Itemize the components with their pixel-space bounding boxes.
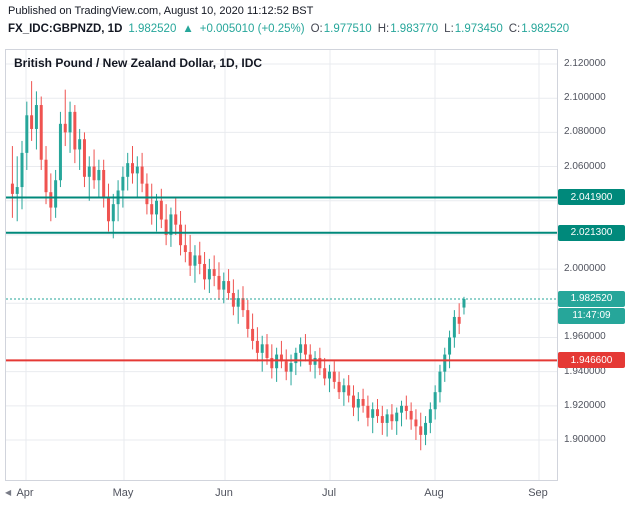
time-axis[interactable]: ◀ Apr May Jun Jul Aug Sep — [5, 481, 558, 511]
level-lines — [6, 196, 557, 362]
price-tick-label: 1.960000 — [564, 331, 606, 343]
low-value-pair: L: 1.973450 — [444, 23, 503, 35]
close-label: C: — [508, 23, 521, 35]
candlestick-chart[interactable] — [6, 50, 557, 480]
chart-legend: British Pound / New Zealand Dollar, 1D, … — [14, 56, 263, 70]
time-axis-month-label: Jun — [215, 487, 233, 499]
scroll-left-icon[interactable]: ◀ — [5, 488, 12, 497]
open-value: 1.977510 — [323, 23, 372, 35]
low-label: L: — [444, 23, 454, 35]
symbol-info-bar: FX_IDC:GBPNZD, 1D 1.982520 ▲ +0.005010 (… — [8, 23, 569, 35]
level-price-label-2-0419: 2.041900 — [558, 189, 625, 206]
time-axis-month-label: Jul — [321, 487, 337, 499]
price-tick-label: 1.940000 — [564, 365, 606, 377]
price-tick-label: 2.080000 — [564, 126, 606, 138]
high-value: 1.983770 — [390, 23, 439, 35]
low-value: 1.973450 — [454, 23, 503, 35]
up-arrow-icon: ▲ — [182, 23, 194, 35]
time-axis-month-label: Apr — [16, 487, 34, 499]
price-tick-label: 1.920000 — [564, 399, 606, 411]
price-tick-label: 2.000000 — [564, 263, 606, 275]
symbol-name: FX_IDC:GBPNZD, 1D — [8, 23, 123, 35]
time-axis-month-label: Aug — [424, 487, 444, 499]
grid-lines — [6, 50, 557, 480]
time-axis-month-label: Sep — [528, 487, 548, 499]
open-label: O: — [310, 23, 323, 35]
time-axis-month-label: May — [112, 487, 134, 499]
high-value-pair: H: 1.983770 — [378, 23, 438, 35]
open-value-pair: O: 1.977510 — [311, 23, 372, 35]
close-value: 1.982520 — [521, 23, 570, 35]
price-tick-label: 2.100000 — [564, 92, 606, 104]
high-label: H: — [377, 23, 390, 35]
level-price-label-1-9466: 1.946600 — [558, 352, 625, 369]
last-price-value: 1.982520 — [128, 23, 177, 35]
close-value-pair: C: 1.982520 — [509, 23, 569, 35]
price-tick-label: 2.060000 — [564, 160, 606, 172]
price-tick-label: 1.900000 — [564, 434, 606, 445]
price-tick-label: 2.120000 — [564, 58, 606, 69]
price-axis[interactable]: 2.120000 2.100000 2.080000 2.060000 2.000000… — [558, 50, 630, 480]
last-price-label: 1.982520 — [558, 290, 625, 307]
candles — [10, 81, 466, 451]
published-caption: Published on TradingView.com, August 10,… — [8, 5, 314, 17]
change-value: +0.005010 (+0.25%) — [199, 23, 305, 35]
level-price-label-2-0213: 2.021300 — [558, 224, 625, 241]
chart-plot-area[interactable]: British Pound / New Zealand Dollar, 1D, … — [5, 49, 558, 481]
bar-close-countdown-label: 11:47:09 — [558, 307, 625, 324]
